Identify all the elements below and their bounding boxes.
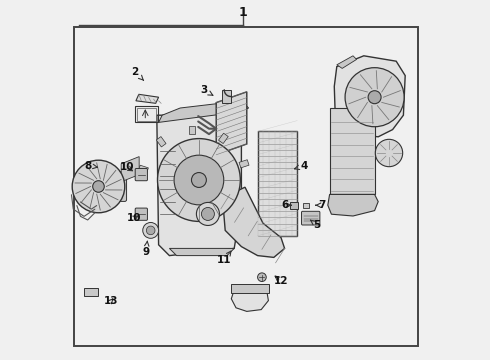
Circle shape (196, 202, 220, 225)
FancyBboxPatch shape (135, 168, 147, 181)
Circle shape (375, 139, 403, 167)
Circle shape (345, 68, 404, 127)
Polygon shape (328, 194, 378, 216)
Bar (138, 165, 148, 173)
Text: 9: 9 (143, 241, 149, 257)
Polygon shape (159, 101, 248, 122)
Text: 5: 5 (311, 220, 320, 230)
Text: 3: 3 (200, 85, 213, 95)
Text: 1: 1 (239, 6, 247, 19)
Polygon shape (216, 92, 247, 155)
Bar (231, 284, 270, 293)
Polygon shape (170, 248, 234, 256)
Bar (222, 90, 231, 103)
Text: 8: 8 (84, 161, 98, 171)
Bar (74, 27, 418, 346)
Text: 7: 7 (316, 200, 326, 210)
Text: 12: 12 (274, 276, 288, 286)
Bar (137, 108, 156, 121)
Bar (290, 202, 298, 209)
Bar (330, 108, 374, 194)
Bar (189, 126, 195, 134)
Text: 10: 10 (127, 213, 142, 223)
Bar (84, 288, 98, 296)
Circle shape (368, 91, 381, 104)
Bar (156, 136, 166, 147)
Polygon shape (231, 290, 269, 311)
Bar (303, 203, 309, 208)
Circle shape (174, 155, 224, 205)
Polygon shape (136, 94, 159, 103)
Text: 11: 11 (217, 251, 232, 265)
Text: 13: 13 (103, 296, 118, 306)
Polygon shape (223, 187, 285, 257)
Circle shape (157, 139, 240, 221)
Text: 4: 4 (294, 161, 308, 171)
FancyBboxPatch shape (135, 208, 147, 220)
Circle shape (258, 273, 266, 282)
FancyBboxPatch shape (301, 211, 320, 225)
Polygon shape (157, 104, 242, 256)
Bar (239, 160, 249, 168)
Circle shape (147, 226, 155, 235)
Circle shape (72, 160, 125, 213)
Bar (258, 131, 297, 236)
Text: 10: 10 (120, 162, 134, 172)
Polygon shape (337, 56, 357, 68)
FancyBboxPatch shape (104, 172, 126, 201)
Polygon shape (121, 157, 139, 182)
Circle shape (201, 207, 215, 220)
Circle shape (143, 222, 159, 238)
Text: 6: 6 (281, 200, 291, 210)
Text: 2: 2 (132, 67, 144, 80)
Circle shape (93, 181, 104, 192)
Polygon shape (334, 56, 405, 137)
Circle shape (192, 172, 206, 188)
Bar (135, 106, 157, 122)
Bar (219, 133, 228, 144)
